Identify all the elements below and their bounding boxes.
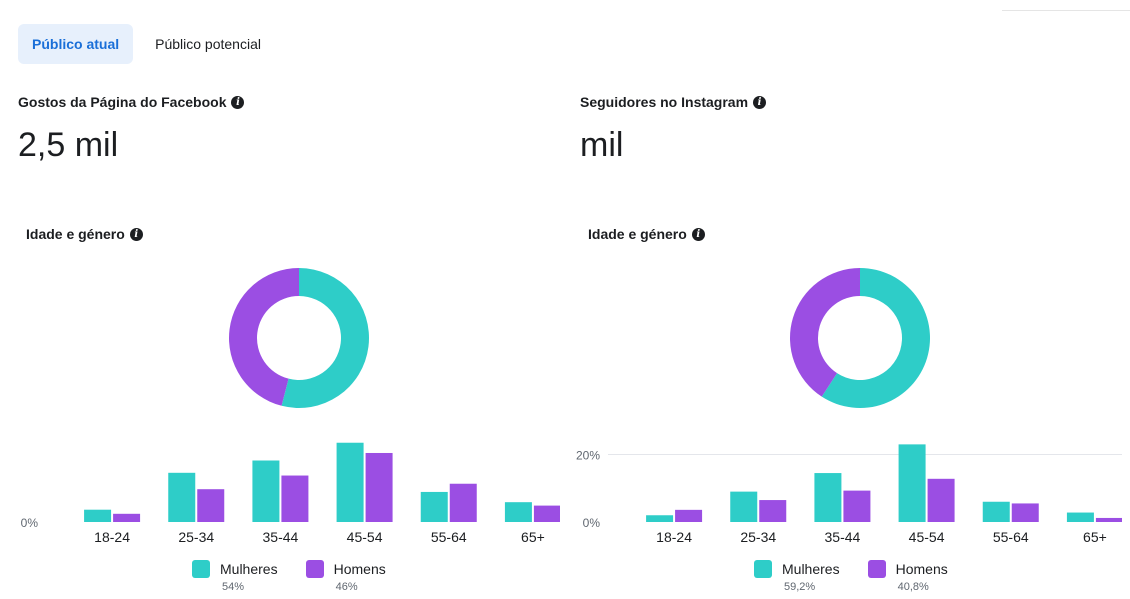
bar-mulheres-65+ xyxy=(504,502,532,522)
bar-homens-18-24 xyxy=(675,509,703,522)
x-tick-label: 45-54 xyxy=(347,529,383,545)
bar-mulheres-35-44 xyxy=(252,460,280,522)
bar-homens-35-44 xyxy=(843,490,871,522)
instagram-metric-title: Seguidores no Instagram i xyxy=(580,94,767,110)
x-tick-label: 35-44 xyxy=(825,529,861,545)
legend-item-homens: Homens 46% xyxy=(305,560,386,593)
x-tick-label: 55-64 xyxy=(431,529,467,545)
bar-mulheres-65+ xyxy=(1066,512,1094,522)
instagram-age-gender-title: Idade e género i xyxy=(588,226,705,242)
bar-homens-18-24 xyxy=(113,513,141,522)
bar-mulheres-18-24 xyxy=(84,509,112,522)
homens-swatch xyxy=(867,560,886,578)
facebook-panel: Gostos da Página do Facebook i 2,5 mil I… xyxy=(0,0,560,599)
audience-tabs: Público atual Público potencial xyxy=(18,24,275,64)
bar-homens-25-34 xyxy=(197,489,225,522)
bar-homens-45-54 xyxy=(927,478,955,522)
x-tick-label: 65+ xyxy=(521,529,545,545)
mulheres-swatch xyxy=(192,560,210,578)
donut-slice-mulheres xyxy=(281,268,370,408)
bar-homens-45-54 xyxy=(365,452,393,522)
facebook-metric-title-label: Gostos da Página do Facebook xyxy=(18,94,227,110)
info-icon[interactable]: i xyxy=(231,95,245,109)
legend-label-mulheres: Mulheres xyxy=(782,561,840,577)
legend-pct-homens: 46% xyxy=(335,581,358,593)
bar-mulheres-18-24 xyxy=(646,515,674,522)
x-tick-label: 25-34 xyxy=(740,529,776,545)
bar-homens-25-34 xyxy=(759,500,787,522)
x-tick-label: 18-24 xyxy=(94,529,130,545)
legend-item-homens: Homens 40,8% xyxy=(867,560,948,593)
x-tick-label: 45-54 xyxy=(909,529,945,545)
info-icon[interactable]: i xyxy=(129,227,143,241)
legend-item-mulheres: Mulheres 54% xyxy=(192,560,278,593)
info-icon[interactable]: i xyxy=(691,227,705,241)
bar-mulheres-25-34 xyxy=(730,491,758,522)
y-tick-label: 0% xyxy=(21,516,39,530)
legend-pct-mulheres: 59,2% xyxy=(784,581,816,593)
instagram-age-gender-label: Idade e género xyxy=(588,226,687,242)
y-tick-label: 20% xyxy=(576,449,600,463)
facebook-age-gender-title: Idade e género i xyxy=(26,226,143,242)
legend-label-homens: Homens xyxy=(333,561,386,577)
x-tick-label: 65+ xyxy=(1083,529,1107,545)
x-tick-label: 25-34 xyxy=(178,529,214,545)
bar-homens-35-44 xyxy=(281,475,309,522)
info-icon[interactable]: i xyxy=(753,95,767,109)
y-tick-label: 0% xyxy=(583,516,601,530)
tab-publico-atual[interactable]: Público atual xyxy=(18,24,134,64)
instagram-gender-donut: 0% 20% 18-24 25-34 35-44 45-54 55-64 65+ xyxy=(576,268,1122,545)
facebook-metric-value: 2,5 mil xyxy=(18,126,119,164)
facebook-metric-title: Gostos da Página do Facebook i xyxy=(18,94,245,110)
instagram-metric-value: mil xyxy=(580,126,624,164)
facebook-legend: Mulheres 54% Homens 46% xyxy=(192,560,386,593)
x-tick-label: 18-24 xyxy=(656,529,692,545)
divider xyxy=(1002,10,1130,11)
donut-slice-mulheres xyxy=(821,268,930,408)
homens-swatch xyxy=(305,560,324,578)
facebook-gender-donut: 0% 18-24 25-34 35-44 45-54 55-64 65+ xyxy=(21,268,560,545)
instagram-metric-title-label: Seguidores no Instagram xyxy=(580,94,749,110)
donut-slice-homens xyxy=(790,268,860,397)
instagram-legend: Mulheres 59,2% Homens 40,8% xyxy=(754,560,948,593)
mulheres-swatch xyxy=(754,560,772,578)
legend-pct-homens: 40,8% xyxy=(897,581,929,593)
tab-publico-potencial[interactable]: Público potencial xyxy=(155,36,261,52)
bar-mulheres-55-64 xyxy=(420,491,448,522)
legend-pct-mulheres: 54% xyxy=(222,581,245,593)
bar-homens-55-64 xyxy=(1011,503,1039,522)
bar-homens-65+ xyxy=(1095,517,1122,522)
bar-mulheres-45-54 xyxy=(898,444,926,522)
x-tick-label: 55-64 xyxy=(993,529,1029,545)
bar-homens-55-64 xyxy=(449,483,477,522)
donut-slice-homens xyxy=(229,268,299,406)
instagram-panel: Seguidores no Instagram i mil Idade e gé… xyxy=(562,0,1122,599)
x-tick-label: 35-44 xyxy=(263,529,299,545)
legend-label-homens: Homens xyxy=(895,561,948,577)
bar-mulheres-35-44 xyxy=(814,473,842,522)
legend-label-mulheres: Mulheres xyxy=(220,561,278,577)
bar-mulheres-45-54 xyxy=(336,442,364,522)
bar-mulheres-55-64 xyxy=(982,501,1010,522)
legend-item-mulheres: Mulheres 59,2% xyxy=(754,560,840,593)
facebook-age-gender-label: Idade e género xyxy=(26,226,125,242)
bar-homens-65+ xyxy=(533,505,560,522)
bar-mulheres-25-34 xyxy=(168,472,196,522)
